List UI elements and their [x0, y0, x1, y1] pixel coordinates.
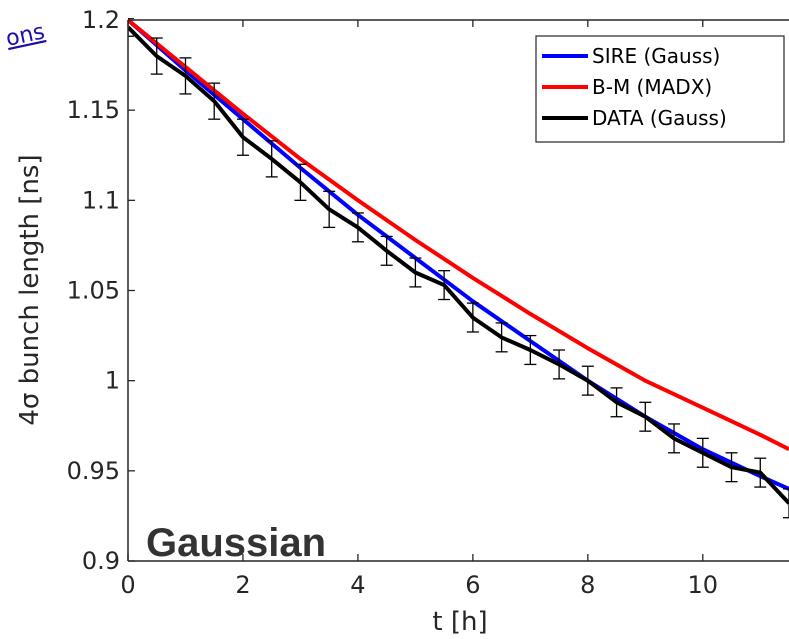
series-layer: [128, 18, 789, 519]
error-bar: [466, 302, 479, 333]
error-bar: [128, 18, 134, 37]
error-bar: [639, 401, 652, 432]
x-tick-label: 6: [465, 571, 480, 599]
series-line-2: [128, 25, 789, 505]
error-bar: [754, 457, 767, 488]
x-tick-label: 4: [350, 571, 365, 599]
error-bar: [208, 82, 221, 120]
x-axis-label: t [h]: [432, 607, 487, 637]
error-bar: [725, 452, 738, 483]
ticks-layer: 0 2 4 6 8 10 0.9 0.95 1 1.05 1.1 1.15 1.2: [67, 6, 718, 599]
series-line-1: [128, 18, 789, 451]
y-tick-label: 0.9: [82, 547, 120, 575]
legend-label: SIRE (Gauss): [592, 44, 720, 68]
y-tick-label: 1.2: [82, 6, 120, 34]
error-bar: [323, 190, 336, 229]
error-bar: [380, 235, 393, 266]
error-bar: [179, 57, 192, 95]
gaussian-annotation: Gaussian: [146, 521, 326, 565]
y-tick-label: 1.1: [82, 186, 120, 214]
error-bar: [236, 118, 249, 156]
error-bar: [409, 257, 422, 288]
error-bar: [581, 365, 594, 396]
error-bar: [610, 387, 623, 418]
error-bar: [553, 349, 566, 380]
error-bar: [668, 423, 681, 454]
error-bar: [150, 37, 163, 75]
legend-items: SIRE (Gauss) B-M (MADX) DATA (Gauss): [542, 44, 727, 130]
error-bar: [495, 322, 508, 353]
y-axis-label: 4σ bunch length [ns]: [15, 154, 45, 425]
legend-label: DATA (Gauss): [592, 106, 727, 130]
x-tick-label: 0: [120, 571, 135, 599]
legend: SIRE (Gauss) B-M (MADX) DATA (Gauss): [535, 35, 785, 143]
error-bar: [265, 140, 278, 178]
legend-item: B-M (MADX): [542, 75, 712, 99]
error-bar: [294, 163, 307, 201]
legend-item: SIRE (Gauss): [542, 44, 720, 68]
x-tick-label: 10: [688, 571, 719, 599]
legend-item: DATA (Gauss): [542, 106, 727, 130]
x-tick-label: 8: [580, 571, 595, 599]
error-bar: [696, 437, 709, 468]
y-tick-label: 0.95: [67, 457, 120, 485]
y-tick-label: 1: [105, 367, 120, 395]
error-bar: [783, 488, 789, 519]
error-bar: [524, 334, 537, 366]
y-tick-label: 1.15: [67, 96, 120, 124]
y-tick-label: 1.05: [67, 277, 120, 305]
x-tick-label: 2: [235, 571, 250, 599]
error-bar: [438, 270, 451, 301]
error-bar: [351, 212, 364, 243]
legend-label: B-M (MADX): [592, 75, 712, 99]
corner-link-text[interactable]: ons: [4, 19, 47, 52]
